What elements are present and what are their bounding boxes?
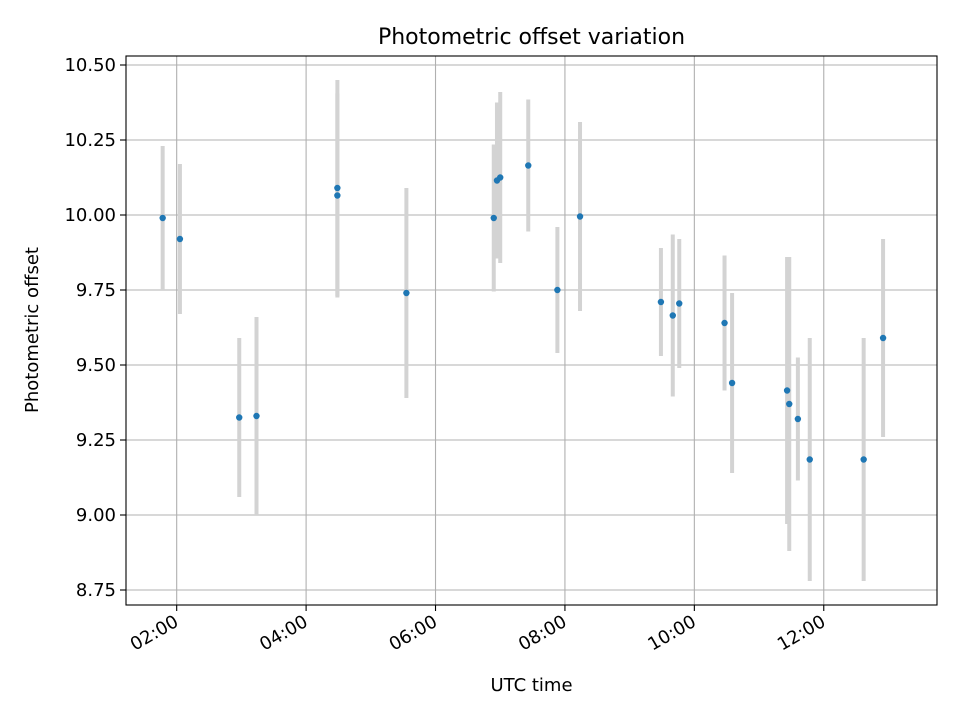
data-point	[783, 387, 791, 394]
chart-title: Photometric offset variation	[378, 25, 685, 50]
plot-area	[126, 56, 937, 605]
data-point	[253, 412, 260, 420]
data-point	[403, 289, 410, 297]
y-tick-label: 9.25	[76, 430, 116, 451]
data-point	[721, 319, 728, 327]
data-point	[159, 214, 166, 222]
y-tick-label: 8.75	[76, 580, 116, 601]
data-point	[669, 312, 676, 319]
data-point	[728, 379, 736, 387]
data-point	[334, 184, 341, 192]
x-axis-label: UTC time	[490, 675, 572, 696]
data-point	[657, 298, 665, 306]
y-tick-label: 10.50	[64, 55, 116, 76]
data-point	[576, 213, 584, 220]
data-point	[786, 400, 793, 408]
data-points	[159, 162, 887, 463]
data-point	[176, 235, 184, 243]
data-point	[554, 286, 561, 294]
y-tick-label: 9.00	[76, 505, 116, 526]
y-tick-label: 9.50	[76, 355, 116, 376]
data-point	[676, 300, 683, 307]
data-point	[860, 456, 867, 463]
data-point	[879, 334, 887, 342]
y-tick-label: 9.75	[76, 280, 116, 301]
data-point	[794, 415, 802, 423]
data-point	[525, 162, 532, 169]
data-point	[236, 414, 243, 421]
data-point	[490, 214, 497, 222]
y-axis-label: Photometric offset	[22, 247, 43, 413]
grid-lines	[126, 56, 937, 605]
y-tick-label: 10.25	[64, 130, 116, 151]
y-tick-label: 10.00	[64, 205, 116, 226]
data-point	[334, 192, 341, 199]
data-point	[806, 456, 813, 463]
plot-frame	[125, 55, 938, 606]
y-axis-ticks: 8.75 9.00 9.25 9.50 9.75 10.00 10.25 10.50	[64, 55, 126, 601]
data-point	[497, 174, 504, 181]
